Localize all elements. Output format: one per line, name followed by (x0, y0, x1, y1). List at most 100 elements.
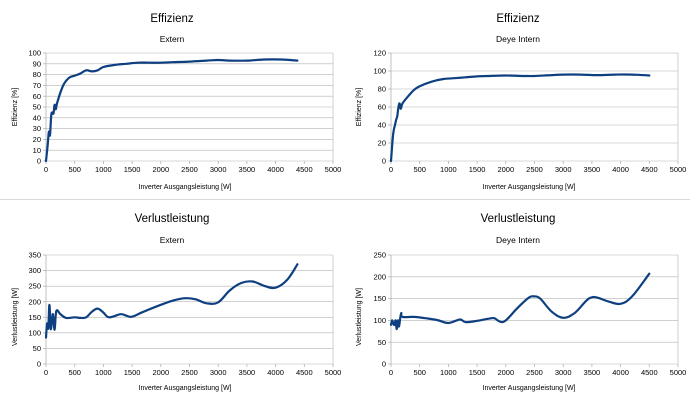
y-tick-label: 250 (28, 282, 41, 291)
row-separator (0, 199, 690, 200)
y-axis-label: Effizienz [%] (12, 88, 19, 126)
x-tick-label: 5000 (325, 165, 342, 174)
y-tick-label: 30 (33, 124, 41, 133)
y-tick-label: 50 (378, 338, 386, 347)
y-tick-label: 150 (28, 313, 41, 322)
chart-subtitle: Deye Intern (496, 34, 540, 44)
y-tick-label: 60 (33, 92, 41, 101)
x-tick-label: 4500 (641, 368, 658, 377)
x-tick-label: 2000 (152, 368, 169, 377)
y-axis-label: Effizienz [%] (356, 88, 363, 126)
x-tick-label: 3500 (584, 368, 601, 377)
x-tick-label: 1000 (440, 165, 457, 174)
series-line (44, 58, 299, 163)
y-tick-label: 50 (33, 103, 41, 112)
x-axis-label: Inverter Ausgangsleistung [W] (139, 184, 232, 191)
x-tick-label: 2500 (181, 165, 198, 174)
y-tick-label: 100 (28, 328, 41, 337)
chart-title: Effizienz (496, 13, 540, 25)
x-tick-label: 1000 (95, 165, 112, 174)
y-tick-label: 350 (28, 251, 41, 260)
y-tick-label: 150 (373, 294, 386, 303)
x-tick-label: 4000 (267, 165, 284, 174)
x-tick-label: 2000 (497, 368, 514, 377)
x-tick-label: 3500 (239, 165, 256, 174)
x-tick-label: 4500 (296, 165, 313, 174)
x-tick-label: 3000 (210, 165, 227, 174)
x-tick-label: 2500 (526, 368, 543, 377)
chart-svg: Effizienz Extern Effizienz [%] Inverter … (12, 13, 342, 191)
y-tick-label: 20 (33, 135, 41, 144)
chart-title: Effizienz (150, 13, 194, 25)
y-tick-label: 0 (382, 157, 386, 166)
x-tick-label: 1500 (469, 165, 486, 174)
x-tick-label: 500 (68, 165, 81, 174)
chart-subtitle: Extern (160, 34, 185, 44)
x-tick-label: 4000 (612, 368, 629, 377)
y-tick-label: 10 (33, 146, 41, 155)
x-tick-label: 1000 (440, 368, 457, 377)
x-tick-label: 2000 (497, 165, 514, 174)
y-axis-label: Verlustleistung [W] (356, 288, 363, 346)
series-line (389, 73, 651, 163)
x-tick-label: 3000 (210, 368, 227, 377)
y-tick-label: 50 (33, 344, 41, 353)
x-tick-label: 2500 (526, 165, 543, 174)
x-tick-label: 0 (389, 165, 393, 174)
x-axis-label: Inverter Ausgangsleistung [W] (483, 385, 576, 392)
y-tick-label: 250 (373, 251, 386, 260)
chart-subtitle: Extern (160, 235, 185, 245)
y-tick-label: 60 (378, 103, 386, 112)
chart-svg: Verlustleistung Deye Intern Verlustleist… (356, 213, 687, 392)
x-tick-label: 0 (44, 165, 48, 174)
x-axis-label: Inverter Ausgangsleistung [W] (139, 385, 232, 392)
y-tick-label: 200 (373, 272, 386, 281)
y-tick-label: 40 (33, 113, 41, 122)
x-tick-label: 0 (44, 368, 48, 377)
x-tick-label: 2500 (181, 368, 198, 377)
y-axis-label: Verlustleistung [W] (12, 288, 19, 346)
y-tick-label: 0 (37, 360, 41, 369)
x-tick-label: 3500 (584, 165, 601, 174)
y-tick-label: 90 (33, 59, 41, 68)
y-tick-label: 300 (28, 266, 41, 275)
chart-power-loss-deye: Verlustleistung Deye Intern Verlustleist… (345, 200, 690, 403)
x-tick-label: 1000 (95, 368, 112, 377)
y-tick-label: 100 (373, 67, 386, 76)
chart-efficiency-extern: Effizienz Extern Effizienz [%] Inverter … (0, 0, 345, 199)
x-tick-label: 500 (413, 368, 426, 377)
x-tick-label: 5000 (325, 368, 342, 377)
x-tick-label: 0 (389, 368, 393, 377)
y-tick-label: 0 (382, 360, 386, 369)
x-tick-label: 4000 (267, 368, 284, 377)
x-tick-label: 5000 (670, 368, 687, 377)
x-axis-label: Inverter Ausgangsleistung [W] (483, 184, 576, 191)
y-tick-label: 120 (373, 49, 386, 58)
x-tick-label: 3000 (555, 368, 572, 377)
y-tick-label: 0 (37, 157, 41, 166)
chart-title: Verlustleistung (135, 213, 210, 225)
x-tick-label: 500 (68, 368, 81, 377)
series-line (44, 263, 299, 339)
chart-power-loss-extern: Verlustleistung Extern Verlustleistung [… (0, 200, 345, 403)
y-tick-label: 20 (378, 139, 386, 148)
x-tick-label: 3500 (239, 368, 256, 377)
x-tick-label: 3000 (555, 165, 572, 174)
chart-efficiency-deye: Effizienz Deye Intern Effizienz [%] Inve… (345, 0, 690, 199)
series-line (389, 272, 651, 331)
y-tick-label: 100 (373, 316, 386, 325)
y-tick-label: 40 (378, 121, 386, 130)
chart-subtitle: Deye Intern (496, 235, 540, 245)
y-tick-label: 80 (378, 85, 386, 94)
x-tick-label: 4000 (612, 165, 629, 174)
x-tick-label: 4500 (296, 368, 313, 377)
x-tick-label: 1500 (469, 368, 486, 377)
chart-title: Verlustleistung (481, 213, 556, 225)
x-tick-label: 2000 (152, 165, 169, 174)
x-tick-label: 5000 (670, 165, 687, 174)
chart-svg: Verlustleistung Extern Verlustleistung [… (12, 213, 342, 392)
x-tick-label: 1500 (124, 368, 141, 377)
x-tick-label: 4500 (641, 165, 658, 174)
y-tick-label: 200 (28, 297, 41, 306)
x-tick-label: 1500 (124, 165, 141, 174)
